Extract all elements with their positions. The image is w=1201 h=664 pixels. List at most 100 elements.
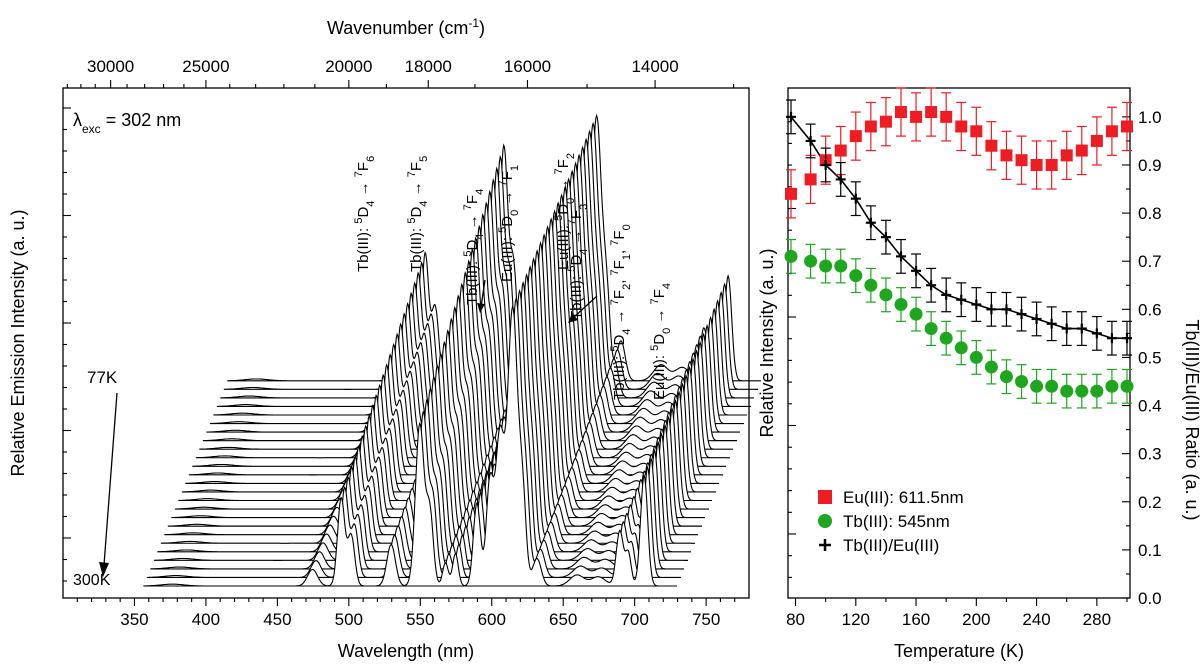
- data-point: [804, 173, 817, 186]
- x2-axis-label-wavenumber: Wavenumber (cm-1): [327, 16, 485, 38]
- data-point: [954, 341, 968, 355]
- data-point: [925, 106, 938, 119]
- legend-marker-square: [818, 490, 832, 504]
- data-point: [1000, 149, 1013, 162]
- x2-tick-label: 25000: [182, 57, 229, 76]
- x2-tick-label: 14000: [631, 57, 678, 76]
- scatter-series: [784, 87, 1134, 409]
- data-point: [879, 115, 892, 128]
- y2-tick-label: 0.3: [1138, 445, 1162, 464]
- y-axis-label-emission: Relative Emission Intensity (a. u.): [8, 209, 28, 476]
- data-point: [924, 322, 938, 336]
- transition-label: Tb(III): 5D4 → 7F2, 7F1, 7F0: [609, 224, 633, 400]
- x-tick-label: 80: [786, 610, 805, 629]
- temperature-label-top: 77K: [87, 368, 118, 387]
- y2-tick-label: 0.7: [1138, 252, 1162, 271]
- legend: Eu(III): 611.5nm Tb(III): 545nm Tb(III)/Eu…: [818, 488, 964, 555]
- data-point: [1075, 144, 1088, 157]
- data-point: [1045, 379, 1059, 393]
- data-point: [984, 360, 998, 374]
- data-point: [1030, 158, 1043, 171]
- series-plus: [786, 99, 1132, 356]
- data-point: [894, 298, 908, 312]
- transition-label: Eu(III): 5D0 → 7F4: [649, 283, 673, 400]
- data-point: [1105, 379, 1119, 393]
- transition-label: Tb(III): 5D4 → 7F6: [353, 156, 377, 272]
- x2-tick-label: 18000: [405, 57, 452, 76]
- legend-label: Eu(III): 611.5nm: [843, 488, 964, 507]
- pointer-arrow-1-head: [477, 303, 485, 313]
- x-tick-label: 450: [263, 610, 291, 629]
- y2-tick-label: 0.1: [1138, 541, 1162, 560]
- data-point: [1105, 125, 1118, 138]
- legend-label: Tb(III): 545nm: [843, 512, 950, 531]
- data-point: [1060, 384, 1074, 398]
- x-tick-label: 400: [192, 610, 220, 629]
- data-point: [834, 259, 848, 273]
- data-point: [849, 130, 862, 143]
- data-point: [970, 125, 983, 138]
- data-point: [1090, 134, 1103, 147]
- data-point: [1030, 379, 1044, 393]
- data-point: [864, 120, 877, 133]
- data-point: [1045, 158, 1058, 171]
- x-tick-label: 700: [620, 610, 648, 629]
- y2-tick-label: 0.6: [1138, 300, 1162, 319]
- data-point: [940, 110, 953, 123]
- data-point: [985, 139, 998, 152]
- y2-tick-label: 0.8: [1138, 204, 1162, 223]
- x-tick-label: 350: [120, 610, 148, 629]
- data-point: [1120, 379, 1134, 393]
- y2-tick-label: 0.5: [1138, 348, 1162, 367]
- x-tick-label: 600: [478, 610, 506, 629]
- temperature-arrow-head: [99, 562, 109, 577]
- data-point: [785, 187, 798, 200]
- x-axis-label-temperature: Temperature (K): [894, 641, 1024, 661]
- data-point: [784, 249, 798, 263]
- x-tick-label: 240: [1022, 610, 1050, 629]
- legend-label: Tb(III)/Eu(III): [843, 536, 939, 555]
- x2-tick-label: 30000: [87, 57, 134, 76]
- y2-tick-label: 1.0: [1138, 108, 1162, 127]
- transition-labels: Tb(III): 5D4 → 7F6 Tb(III): 5D4 → 7F5 Tb(I…: [353, 153, 673, 400]
- legend-marker-circle: [818, 514, 832, 528]
- transition-label: Tb(III): 5D4 → 7F3: [566, 204, 590, 320]
- x-tick-label: 160: [902, 610, 930, 629]
- data-point: [879, 288, 893, 302]
- data-point: [1075, 384, 1089, 398]
- data-point: [849, 269, 863, 283]
- y2-tick-label: 0.2: [1138, 493, 1162, 512]
- data-point: [939, 331, 953, 345]
- data-point: [1120, 120, 1133, 133]
- data-point: [955, 120, 968, 133]
- right-plot-frame: [787, 87, 1131, 599]
- emission-spectra-panel: 350 400 450 500 550 600 650 700 750 30000 25000 20…: [8, 16, 761, 661]
- series-square: [785, 87, 1133, 219]
- data-point: [1015, 154, 1028, 167]
- data-point: [804, 254, 818, 268]
- data-point: [864, 278, 878, 292]
- x2-tick-label: 20000: [325, 57, 372, 76]
- y2-tick-label: 0.0: [1138, 589, 1162, 608]
- wavenumber-axis: 30000 25000 20000 18000 16000 14000: [66, 57, 735, 88]
- data-point: [910, 110, 923, 123]
- x2-tick-label: 16000: [504, 57, 551, 76]
- series-circle: [784, 238, 1134, 409]
- data-point: [1060, 149, 1073, 162]
- data-point: [894, 106, 907, 119]
- transition-label: Tb(III): 5D4 → 7F5: [406, 156, 430, 272]
- data-point: [969, 350, 983, 364]
- x-tick-label: 500: [335, 610, 363, 629]
- data-point: [834, 144, 847, 157]
- left-y-minor-ticks: [63, 107, 71, 582]
- y2-axis-label-ratio: Tb(III)/Eu(III) Ratio (a. u.): [1182, 319, 1201, 520]
- y2-tick-label: 0.9: [1138, 156, 1162, 175]
- data-point: [999, 370, 1013, 384]
- temperature-arrow: [103, 392, 118, 566]
- transition-label: Tb(III): 5D4 → 7F4: [462, 189, 486, 305]
- x-tick-label: 550: [406, 610, 434, 629]
- pointer-arrow-1: [480, 279, 486, 308]
- x-axis-label-wavelength: Wavelength (nm): [338, 641, 474, 661]
- transition-label: Eu(III): 5D0 → 7F2: [553, 153, 577, 270]
